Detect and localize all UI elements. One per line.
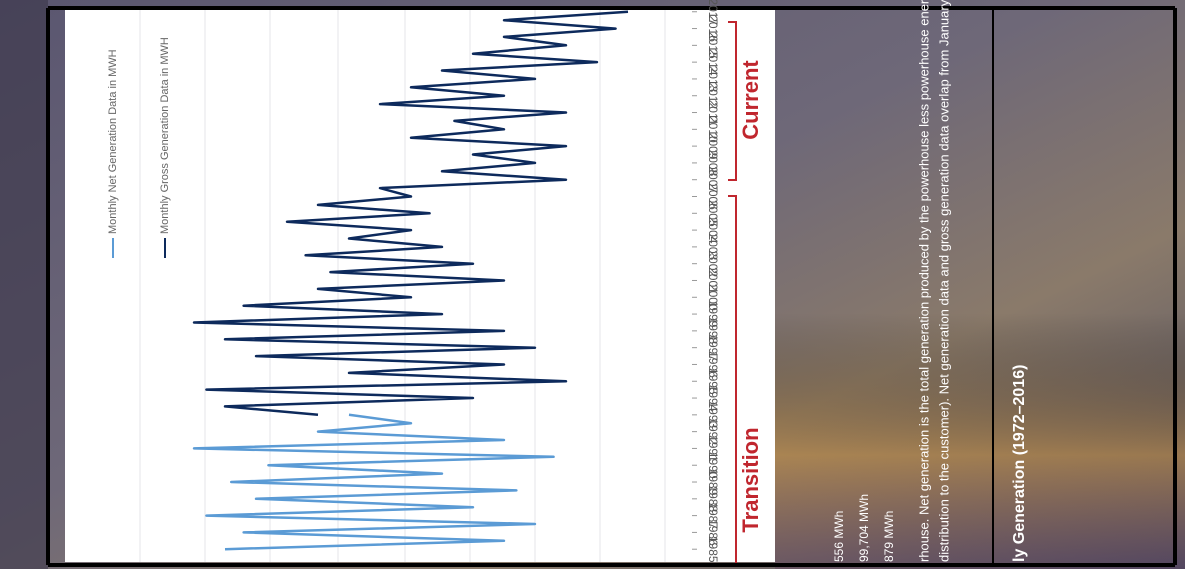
paragraph-line: distribution to the customer). Net gener… — [936, 0, 951, 562]
stat-line: 879 MWh — [882, 511, 896, 562]
slide: 1985198619871988198919901991199219931994… — [0, 0, 1185, 569]
stat-line: 99,704 MWh — [857, 494, 871, 562]
stat-line: 556 MWh — [832, 511, 846, 562]
paragraph-line: rhouse. Net generation is the total gene… — [916, 0, 931, 562]
legend-label: Monthly Net Generation Data in MWH — [107, 49, 119, 234]
chart-panel — [65, 10, 775, 562]
left-edge — [0, 0, 48, 569]
section-title: ly Generation (1972–2016) — [1011, 365, 1028, 562]
annotation: Current — [738, 60, 763, 140]
background-glow — [775, 0, 1185, 569]
legend-label: Monthly Gross Generation Data in MWH — [159, 37, 171, 234]
annotation: Transition — [738, 427, 763, 532]
x-tick-label: 2017 — [706, 0, 720, 25]
